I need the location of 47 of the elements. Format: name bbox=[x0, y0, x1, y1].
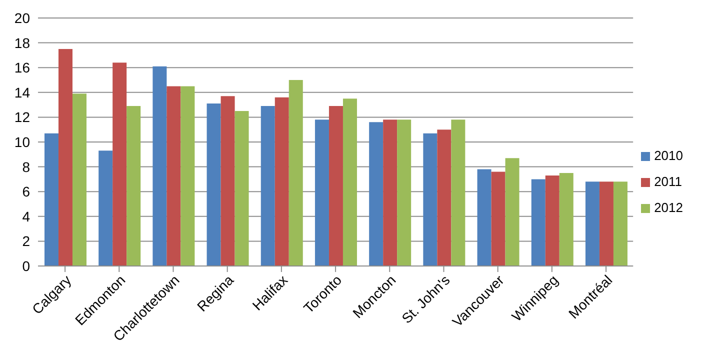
bar bbox=[599, 182, 614, 266]
bar bbox=[206, 104, 221, 266]
bar bbox=[220, 96, 235, 266]
bar bbox=[112, 62, 127, 266]
bar bbox=[437, 130, 452, 266]
bar bbox=[234, 111, 249, 266]
legend-label: 2010 bbox=[654, 148, 683, 163]
y-tick-label: 4 bbox=[22, 208, 30, 224]
y-tick-label: 18 bbox=[14, 34, 30, 51]
bar bbox=[180, 86, 195, 266]
bar bbox=[491, 172, 506, 266]
y-tick-label: 10 bbox=[14, 134, 30, 150]
legend-label: 2011 bbox=[654, 174, 682, 189]
bar bbox=[166, 86, 181, 266]
bar bbox=[98, 150, 113, 266]
legend-label: 2012 bbox=[654, 200, 683, 215]
bar bbox=[545, 175, 560, 266]
bar bbox=[613, 182, 628, 266]
bar bbox=[477, 169, 492, 266]
bar bbox=[44, 133, 58, 266]
y-tick-label: 14 bbox=[14, 84, 30, 100]
bar bbox=[559, 173, 574, 266]
bar bbox=[585, 182, 600, 266]
y-tick-label: 6 bbox=[22, 184, 30, 200]
y-tick-label: 12 bbox=[14, 109, 30, 126]
y-tick-label: 8 bbox=[22, 158, 30, 175]
bar bbox=[72, 94, 86, 266]
bar bbox=[328, 106, 343, 266]
bar bbox=[260, 106, 275, 266]
bar bbox=[397, 120, 412, 266]
y-tick-label: 20 bbox=[14, 10, 30, 26]
y-tick-label: 16 bbox=[14, 60, 30, 76]
y-tick-label: 2 bbox=[22, 233, 30, 250]
bar bbox=[451, 120, 466, 266]
bar bbox=[423, 133, 438, 266]
bar bbox=[369, 122, 384, 266]
y-tick-label: 0 bbox=[22, 258, 30, 274]
bar bbox=[383, 120, 398, 266]
bar bbox=[152, 66, 167, 266]
bar bbox=[505, 158, 520, 266]
bar bbox=[288, 80, 303, 266]
bar bbox=[314, 120, 329, 266]
bar bbox=[126, 106, 141, 266]
bar bbox=[58, 49, 72, 266]
bar bbox=[531, 179, 546, 266]
bar bbox=[274, 97, 289, 266]
bar bbox=[342, 98, 357, 266]
